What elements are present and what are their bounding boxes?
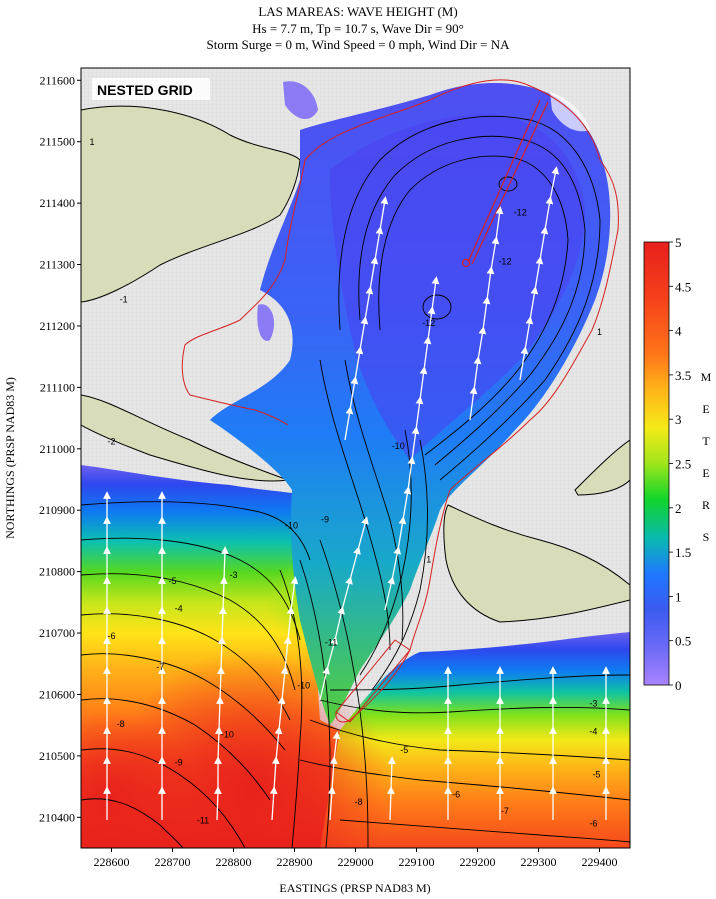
- x-tick-label: 229200: [460, 855, 496, 869]
- y-tick-label: 210800: [39, 565, 75, 579]
- contour-label: 1: [597, 327, 602, 337]
- colorbar-tick-label: 5: [675, 235, 682, 250]
- x-tick-label: 229400: [582, 855, 618, 869]
- contour-label: -12: [498, 257, 511, 267]
- colorbar-tick-label: 1.5: [675, 545, 691, 560]
- y-axis-label: NORTHINGS (PRSP NAD83 M): [3, 377, 17, 539]
- x-tick-label: 228600: [94, 855, 130, 869]
- x-tick-label: 228700: [155, 855, 191, 869]
- y-tick-label: 210400: [39, 810, 75, 824]
- x-axis-label: EASTINGS (PRSP NAD83 M): [279, 881, 430, 895]
- plot-area: 1 -1 -2 -3 -4 -5 -6 -7 -8 -9 -10 -11 -12 -12 -12 -10 -10…: [81, 68, 630, 848]
- land-northwest: [81, 105, 301, 303]
- nested-grid-badge-group: NESTED GRID: [92, 78, 210, 100]
- contour-label: -6: [589, 819, 597, 829]
- contour-label: -2: [107, 436, 115, 446]
- contour-label: -10: [285, 521, 298, 531]
- colorbar-tick-label: 1: [675, 589, 682, 604]
- titles: LAS MAREAS: WAVE HEIGHT (M) Hs = 7.7 m, …: [207, 4, 511, 52]
- y-tick-label: 211400: [39, 196, 75, 210]
- x-tick-label: 228900: [277, 855, 313, 869]
- colorbar-tick-label: 0.5: [675, 634, 691, 649]
- y-tick-label: 210700: [39, 626, 75, 640]
- contour-label: -9: [175, 758, 183, 768]
- land-masses: [81, 105, 630, 623]
- colorbar-unit-letter: S: [703, 530, 710, 544]
- colorbar-unit-letter: E: [702, 402, 709, 416]
- contour-label: -7: [501, 806, 509, 816]
- contour-label: -10: [221, 729, 234, 739]
- nested-grid-badge-bg: [92, 78, 210, 100]
- colorbar-tick-label: 3: [675, 412, 682, 427]
- colorbar: 5 4.5 4 3.5 3 2.5 2 1.5 1 0.5 0 M E T E R S: [643, 235, 712, 693]
- chart-title: LAS MAREAS: WAVE HEIGHT (M): [258, 4, 457, 19]
- contour-label: 1: [426, 554, 431, 564]
- contour-label: -6: [107, 631, 115, 641]
- hotspot-left: [81, 710, 200, 848]
- contour-labels: 1 -1 -2 -3 -4 -5 -6 -7 -8 -9 -10 -11 -12 -12 -12 -10 -10…: [89, 137, 602, 829]
- contour-label: -7: [156, 662, 164, 672]
- y-tick-label: 211100: [40, 380, 75, 394]
- colorbar-unit-letter: M: [701, 370, 712, 384]
- breakwater: [461, 99, 549, 268]
- chart-subtitle-line-1: Hs = 7.7 m, Tp = 10.7 s, Wave Dir = 90°: [252, 21, 464, 36]
- x-axis: 228600 228700 228800 228900 229000 229100 2292…: [94, 848, 618, 869]
- y-tick-label: 211600: [39, 73, 75, 87]
- colorbar-tick-label: 0: [675, 678, 682, 693]
- y-tick-label: 211500: [39, 135, 75, 149]
- colorbar-label: M E T E R S: [701, 370, 712, 544]
- colorbar-ticks: 5 4.5 4 3.5 3 2.5 2 1.5 1 0.5 0: [669, 235, 691, 693]
- nested-grid-badge: NESTED GRID: [97, 82, 193, 98]
- y-tick-label: 211200: [39, 319, 75, 333]
- shoreline: [181, 79, 619, 723]
- contour-label: -10: [297, 680, 310, 690]
- colorbar-unit-letter: T: [702, 434, 710, 448]
- contour-label: -3: [589, 699, 597, 709]
- y-tick-label: 210500: [39, 749, 75, 763]
- y-tick-label: 210600: [39, 687, 75, 701]
- land-east-small: [574, 439, 630, 496]
- x-tick-label: 229300: [521, 855, 557, 869]
- colorbar-unit-letter: E: [702, 466, 709, 480]
- contour-label: -5: [168, 576, 176, 586]
- colorbar-tick-label: 3.5: [675, 368, 691, 383]
- contour-label: -5: [400, 745, 408, 755]
- x-tick-label: 229100: [399, 855, 435, 869]
- contour-label: -6: [452, 790, 460, 800]
- colorbar-tick-label: 2: [675, 501, 682, 516]
- colorbar-tick-label: 4: [675, 324, 682, 339]
- colorbar-gradient: [643, 241, 670, 686]
- contour-label: -10: [392, 441, 405, 451]
- chart-subtitle-line-2: Storm Surge = 0 m, Wind Speed = 0 mph, W…: [207, 37, 511, 52]
- colorbar-unit-letter: R: [702, 498, 710, 512]
- contour-label: -12: [514, 207, 527, 217]
- contour-label: -11: [325, 637, 337, 647]
- bay-deep-core: [330, 114, 585, 460]
- land-east-island: [443, 504, 630, 623]
- x-tick-label: 229000: [338, 855, 374, 869]
- y-tick-label: 210900: [39, 503, 75, 517]
- y-tick-label: 211000: [39, 442, 75, 456]
- colorbar-tick-label: 2.5: [675, 457, 691, 472]
- contour-label: -9: [321, 514, 329, 524]
- contour-label: -12: [422, 318, 435, 328]
- contour-label: -4: [589, 726, 597, 736]
- contour-label: -8: [117, 719, 125, 729]
- contour-label: -3: [229, 570, 237, 580]
- wave-vectors: [103, 166, 610, 821]
- contour-label: -1: [120, 295, 128, 305]
- contour-label: -5: [592, 769, 600, 779]
- contour-label: -8: [355, 797, 363, 807]
- x-tick-label: 228800: [216, 855, 252, 869]
- contour-label: 1: [89, 137, 94, 147]
- contour-label: -4: [175, 604, 183, 614]
- contour-label: -11: [197, 815, 209, 825]
- y-axis: 210400 210500 210600 210700 210800 210900 2110…: [39, 73, 81, 824]
- y-tick-label: 211300: [39, 258, 75, 272]
- colorbar-tick-label: 4.5: [675, 279, 691, 294]
